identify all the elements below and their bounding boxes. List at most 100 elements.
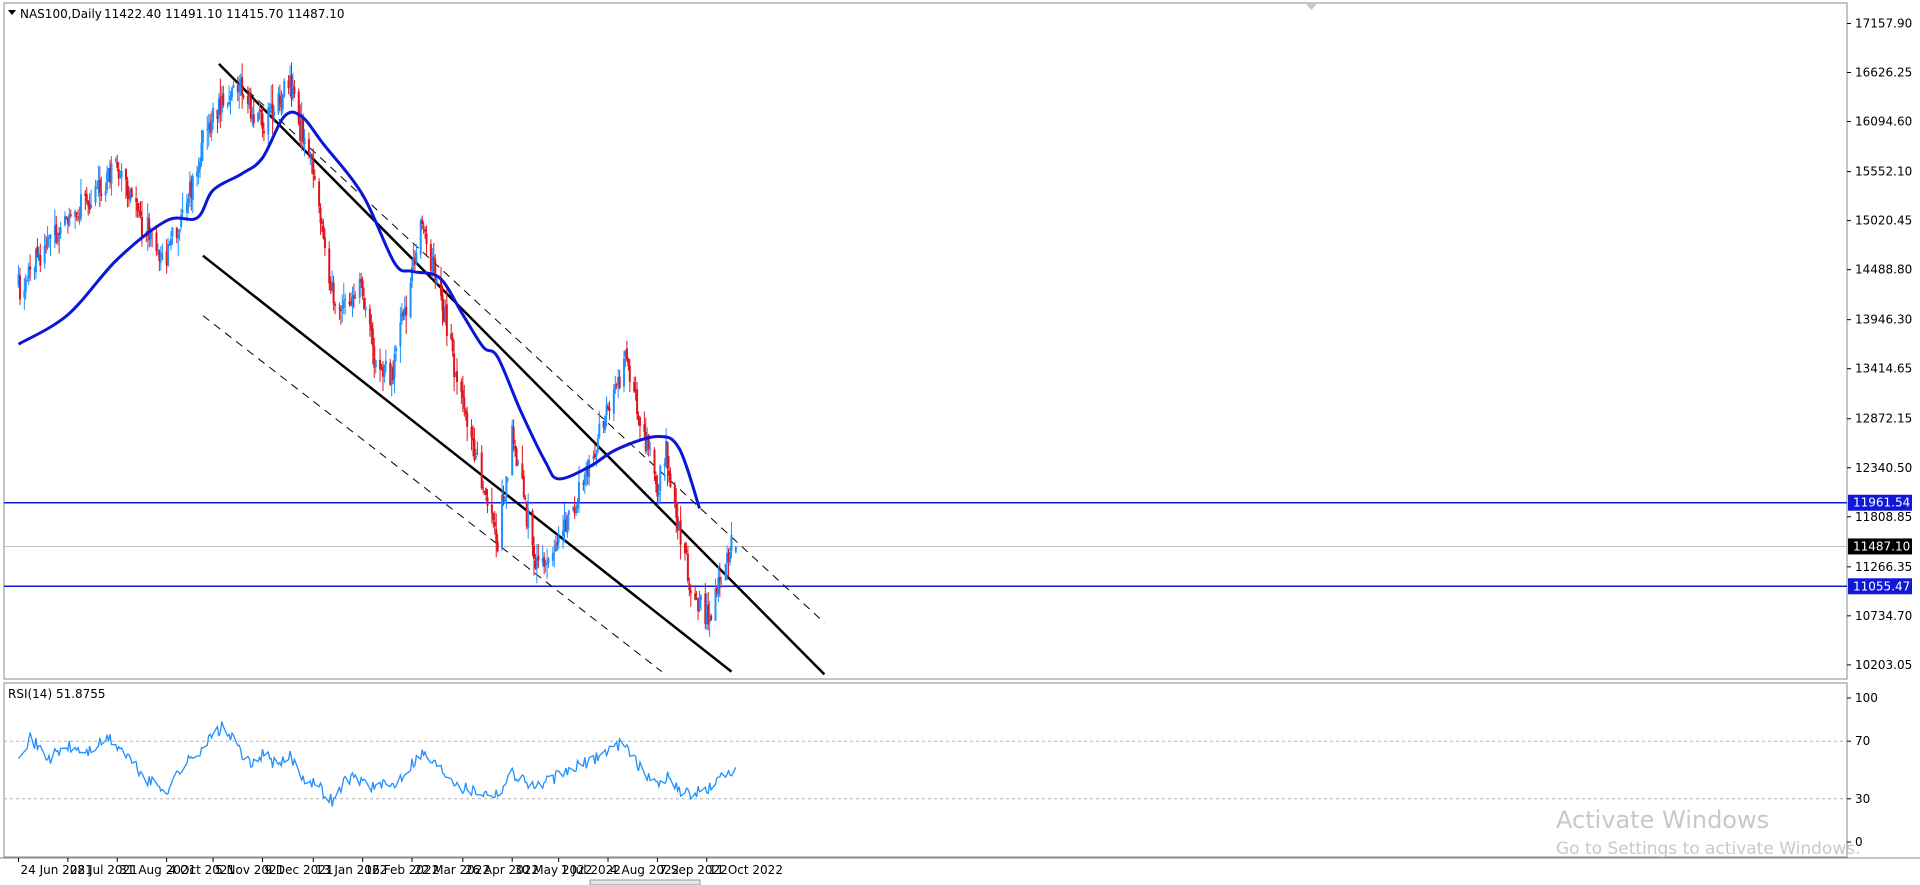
candle-bull xyxy=(505,476,508,498)
candle-bear xyxy=(534,560,537,569)
candle-bull xyxy=(474,455,477,459)
candle-bear xyxy=(360,278,363,283)
candle-bear xyxy=(413,259,416,264)
time-tick-label: 31 Aug 2021 xyxy=(119,863,196,877)
candle-bear xyxy=(694,593,697,600)
candle-bear xyxy=(573,507,576,514)
candle-bear xyxy=(219,96,222,115)
time-tick-label: 13 Jan 2022 xyxy=(315,863,387,877)
candle-bull xyxy=(226,104,229,106)
candle-bull xyxy=(309,153,312,155)
candle-bear xyxy=(625,348,628,360)
candle-bear xyxy=(521,463,524,479)
candle-bear xyxy=(138,210,141,212)
horizontal-scrollbar-thumb[interactable] xyxy=(589,879,701,885)
scroll-marker-icon[interactable] xyxy=(1305,3,1318,10)
candle-bear xyxy=(564,519,567,532)
candle-bull xyxy=(129,189,132,201)
candle-bull xyxy=(68,213,71,226)
candle-bull xyxy=(33,269,36,271)
candle-bear xyxy=(140,216,143,237)
candle-bull xyxy=(612,389,615,414)
candle-bull xyxy=(577,482,580,503)
candle-bear xyxy=(130,188,133,197)
candle-bull xyxy=(431,256,434,272)
candle-bull xyxy=(149,232,152,240)
candle-bear xyxy=(339,309,342,312)
channel-line-dashed[interactable] xyxy=(202,315,663,673)
dropdown-triangle-icon[interactable] xyxy=(8,10,16,15)
candle-bear xyxy=(29,266,32,270)
candle-bull xyxy=(566,515,569,534)
candle-bull xyxy=(364,306,367,311)
candle-bull xyxy=(114,159,117,161)
trend-channel[interactable] xyxy=(202,62,826,676)
candle-bull xyxy=(554,544,557,552)
candle-bull xyxy=(228,101,231,105)
candle-bear xyxy=(653,449,656,474)
candle-bull xyxy=(562,530,565,537)
candle-bear xyxy=(155,232,158,252)
candle-bear xyxy=(117,169,120,179)
candle-bull xyxy=(444,306,447,322)
candle-bear xyxy=(669,473,672,487)
candle-bull xyxy=(511,425,514,476)
channel-line-solid[interactable] xyxy=(218,62,826,676)
candle-bear xyxy=(158,251,161,262)
channel-line-dashed[interactable] xyxy=(237,81,825,624)
candle-bull xyxy=(197,167,200,173)
candle-bear xyxy=(84,193,87,197)
candle-bull xyxy=(199,161,202,170)
candle-bear xyxy=(685,550,688,552)
candle-bull xyxy=(567,510,570,516)
candle-bear xyxy=(334,303,337,306)
candle-bull xyxy=(187,198,190,204)
candle-bull xyxy=(46,238,49,247)
candle-bear xyxy=(271,103,274,118)
candle-bear xyxy=(165,251,168,266)
rsi-panel[interactable]: 100 70 30 0 RSI(14) 51.8755 xyxy=(3,682,1878,858)
candle-bear xyxy=(668,470,671,476)
candle-bear xyxy=(482,487,485,489)
candle-bear xyxy=(496,541,499,552)
candle-bull xyxy=(17,274,20,286)
candle-bear xyxy=(45,246,48,248)
candle-bull xyxy=(248,99,251,106)
price-tick-label: 11266.35 xyxy=(1855,560,1912,574)
candle-bull xyxy=(541,558,544,563)
candle-bull xyxy=(169,238,172,246)
candle-bull xyxy=(277,93,280,114)
candle-bull xyxy=(119,174,122,179)
rsi-levels xyxy=(4,740,1847,800)
candle-bear xyxy=(607,406,610,409)
candle-bear xyxy=(320,221,323,224)
candle-bull xyxy=(411,267,414,282)
candle-bull xyxy=(419,220,422,255)
candle-bear xyxy=(461,389,464,398)
candle-bull xyxy=(678,522,681,530)
horizontal-levels[interactable] xyxy=(4,501,1847,588)
candle-bull xyxy=(576,503,579,509)
price-tick-label: 12872.15 xyxy=(1855,412,1912,426)
candle-bear xyxy=(405,306,408,316)
price-tick-label: 15020.45 xyxy=(1855,214,1912,228)
candle-bear xyxy=(638,416,641,426)
candle-bear xyxy=(381,368,384,377)
candle-bull xyxy=(156,250,159,252)
candle-bear xyxy=(710,615,713,620)
candle-bear xyxy=(451,338,454,352)
time-tick-label: 28 Jul 2021 xyxy=(70,863,138,877)
candle-bull xyxy=(37,253,40,260)
candle-bull xyxy=(583,474,586,485)
price-panel[interactable]: 17157.90 16626.25 16094.60 15552.10 15020.45… xyxy=(3,2,1912,680)
candle-bear xyxy=(280,105,283,107)
candle-bull xyxy=(663,463,666,467)
rsi-axis: 100 70 30 0 xyxy=(1847,691,1878,849)
candle-bull xyxy=(291,84,294,98)
price-tick-label: 10734.70 xyxy=(1855,609,1912,623)
channel-line-solid[interactable] xyxy=(202,254,733,673)
candle-bear xyxy=(322,225,325,239)
candle-bull xyxy=(354,297,357,299)
